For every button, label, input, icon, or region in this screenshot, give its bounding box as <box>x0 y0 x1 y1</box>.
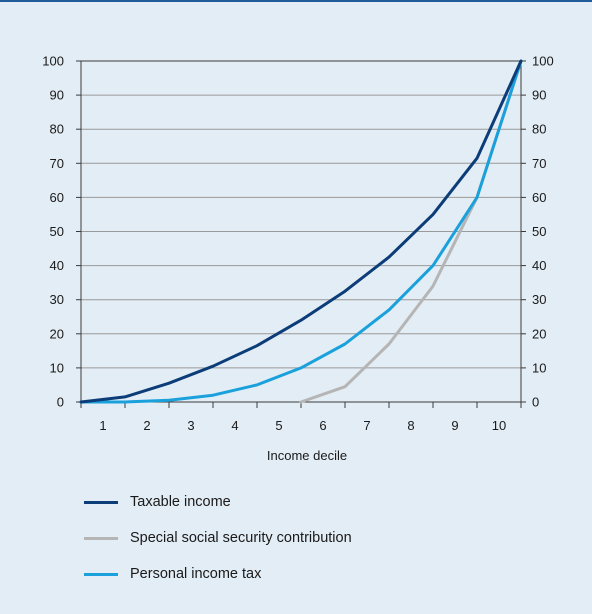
y-tick-label-left: 60 <box>50 190 64 205</box>
x-tick-label: 6 <box>319 418 326 433</box>
y-axis-left-ticks: 0 10 20 30 40 50 60 70 80 90 100 <box>42 54 81 410</box>
legend-item-special-social-security: Special social security contribution <box>84 520 352 556</box>
x-tick-label: 8 <box>407 418 414 433</box>
y-tick-label-right: 70 <box>532 156 546 171</box>
y-tick-label-left: 50 <box>50 224 64 239</box>
y-tick-label-right: 20 <box>532 326 546 341</box>
x-tick-label: 2 <box>143 418 150 433</box>
legend-swatch <box>84 536 118 540</box>
y-tick-label-left: 20 <box>50 326 64 341</box>
y-tick-label-right: 30 <box>532 292 546 307</box>
x-tick-label: 1 <box>99 418 106 433</box>
x-axis-ticks: 1 2 3 4 5 6 7 8 9 10 <box>80 402 522 433</box>
x-tick-label: 4 <box>231 418 238 433</box>
legend-label: Taxable income <box>130 494 231 510</box>
y-tick-label-right: 0 <box>532 395 539 410</box>
y-tick-label-left: 0 <box>57 395 64 410</box>
legend-item-taxable-income: Taxable income <box>84 484 352 520</box>
legend-item-personal-income-tax: Personal income tax <box>84 556 352 592</box>
legend-label: Special social security contribution <box>130 530 352 546</box>
y-tick-label-left: 30 <box>50 292 64 307</box>
x-tick-label: 7 <box>363 418 370 433</box>
x-tick-label: 5 <box>275 418 282 433</box>
x-tick-label: 3 <box>187 418 194 433</box>
y-tick-label-right: 80 <box>532 122 546 137</box>
y-tick-label-left: 80 <box>50 122 64 137</box>
legend: Taxable income Special social security c… <box>84 484 352 592</box>
y-tick-label-right: 10 <box>532 360 546 375</box>
legend-swatch <box>84 500 118 504</box>
x-tick-label: 9 <box>451 418 458 433</box>
y-tick-label-left: 40 <box>50 258 64 273</box>
y-axis-right-ticks: 0 10 20 30 40 50 60 70 80 90 100 <box>521 54 554 410</box>
x-axis-label: Income decile <box>267 448 347 463</box>
series-line-personal-income-tax <box>79 59 523 404</box>
y-tick-label-right: 100 <box>532 54 554 69</box>
y-tick-label-left: 10 <box>50 360 64 375</box>
y-tick-label-right: 60 <box>532 190 546 205</box>
series-lines <box>79 59 523 404</box>
y-tick-label-left: 100 <box>42 54 64 69</box>
gridlines <box>81 94 521 369</box>
y-tick-label-right: 90 <box>532 88 546 103</box>
series-line-taxable-income <box>79 59 523 404</box>
legend-swatch <box>84 572 118 576</box>
y-tick-label-right: 40 <box>532 258 546 273</box>
legend-label: Personal income tax <box>130 566 262 582</box>
y-tick-label-left: 90 <box>50 88 64 103</box>
y-tick-label-right: 50 <box>532 224 546 239</box>
x-tick-label: 10 <box>492 418 506 433</box>
y-tick-label-left: 70 <box>50 156 64 171</box>
